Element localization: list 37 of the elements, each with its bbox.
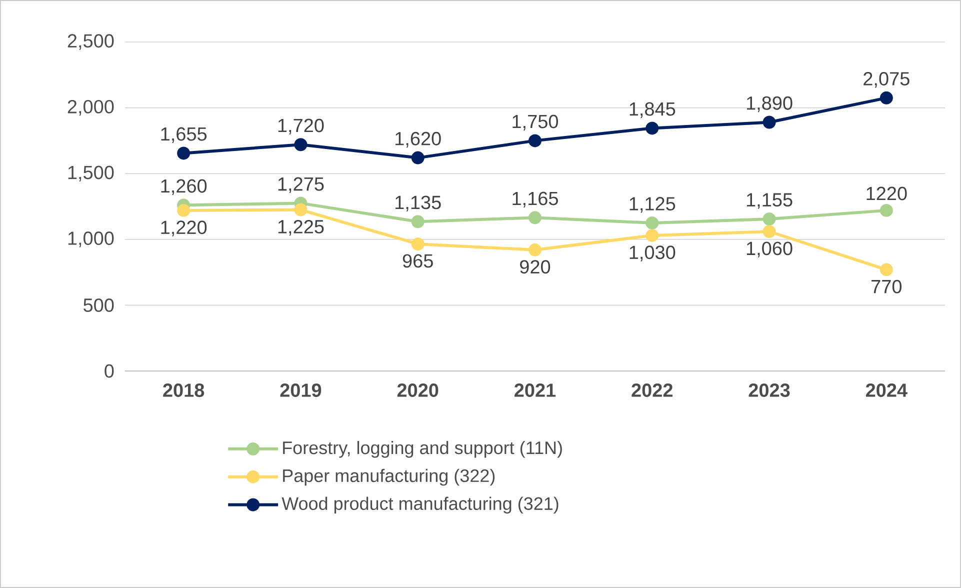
data-label: 1,750 xyxy=(512,114,558,130)
y-tick-label: 500 xyxy=(84,298,114,312)
data-label: 1,030 xyxy=(630,246,676,262)
y-tick-label: 2,500 xyxy=(68,34,114,50)
data-label: 1,845 xyxy=(630,102,676,118)
data-label: 1,890 xyxy=(746,96,792,112)
data-label: 1220 xyxy=(866,186,907,200)
data-label: 1,135 xyxy=(396,196,441,212)
data-label: 1,125 xyxy=(630,197,676,213)
x-tick-label: 2023 xyxy=(748,384,790,398)
data-label: 1,155 xyxy=(746,193,792,209)
x-tick-label: 2024 xyxy=(866,384,908,397)
data-label: 1,165 xyxy=(512,192,558,208)
x-tick-label: 2022 xyxy=(632,384,672,397)
x-tick-label: 2020 xyxy=(397,384,438,397)
legend-label: Wood product manufacturing (321) xyxy=(282,496,558,514)
data-label: 1,060 xyxy=(746,242,792,258)
data-label: 770 xyxy=(872,280,902,294)
data-label: 1,220 xyxy=(161,220,207,236)
legend-label: Forestry, logging and support (11N) xyxy=(283,440,562,458)
data-label: 1,225 xyxy=(278,220,324,236)
data-label: 1,620 xyxy=(396,132,441,148)
x-tick-label: 2019 xyxy=(280,384,322,397)
data-label: 1,720 xyxy=(278,118,324,134)
data-label: 965 xyxy=(402,254,433,268)
y-tick-label: 1,500 xyxy=(68,166,114,182)
y-tick-label: 1,000 xyxy=(68,232,114,248)
legend-label: Paper manufacturing (322) xyxy=(283,468,495,486)
data-label: 2,075 xyxy=(864,72,910,88)
data-label: 1,275 xyxy=(278,177,324,193)
x-tick-label: 2021 xyxy=(514,384,556,397)
y-tick-label: 2,000 xyxy=(68,100,114,116)
y-tick-label: 0 xyxy=(104,364,114,378)
data-label: 1,655 xyxy=(161,127,207,143)
x-tick-label: 2018 xyxy=(163,384,204,397)
data-label: 1,260 xyxy=(161,179,207,195)
data-label: 920 xyxy=(520,260,550,274)
